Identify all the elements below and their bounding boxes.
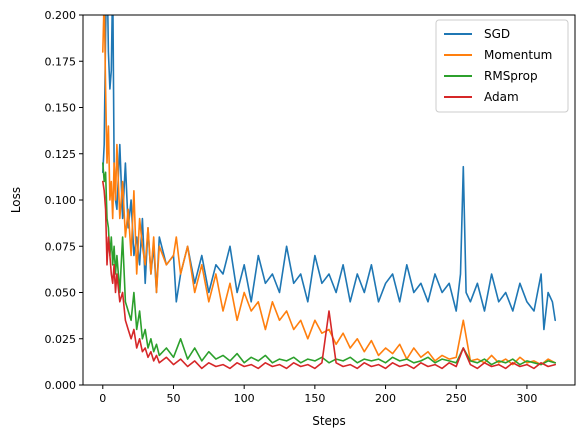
x-tick-label: 50 [166, 392, 180, 405]
x-tick-label: 0 [99, 392, 106, 405]
x-tick-label: 300 [516, 392, 537, 405]
x-tick-label: 200 [375, 392, 396, 405]
y-tick-label: 0.150 [45, 102, 77, 115]
y-tick-label: 0.050 [45, 287, 77, 300]
legend-label-momentum: Momentum [484, 48, 552, 62]
legend: SGD Momentum RMSprop Adam [435, 19, 569, 113]
series-line-momentum [102, 15, 557, 366]
x-tick-label: 250 [446, 392, 467, 405]
y-tick-label: 0.025 [45, 333, 77, 346]
series-layer [102, 15, 557, 370]
x-axis: 0 50 100 150 200 250 300 [99, 385, 537, 405]
legend-label-sgd: SGD [484, 27, 510, 41]
y-axis: 0.000 0.025 0.050 0.075 0.100 0.125 0.150 0.175… [45, 9, 83, 392]
legend-label-rmsprop: RMSprop [484, 69, 538, 83]
y-axis-label: Loss [9, 187, 23, 213]
x-axis-label: Steps [312, 414, 346, 428]
legend-label-adam: Adam [484, 90, 519, 104]
y-tick-label: 0.000 [45, 379, 77, 392]
y-tick-label: 0.175 [45, 55, 77, 68]
legend-box [435, 19, 569, 113]
x-tick-label: 100 [234, 392, 255, 405]
series-line-adam [102, 180, 557, 370]
y-tick-label: 0.100 [45, 194, 77, 207]
y-tick-label: 0.075 [45, 240, 77, 253]
x-tick-label: 150 [304, 392, 325, 405]
y-tick-label: 0.200 [45, 9, 77, 22]
y-tick-label: 0.125 [45, 148, 77, 161]
